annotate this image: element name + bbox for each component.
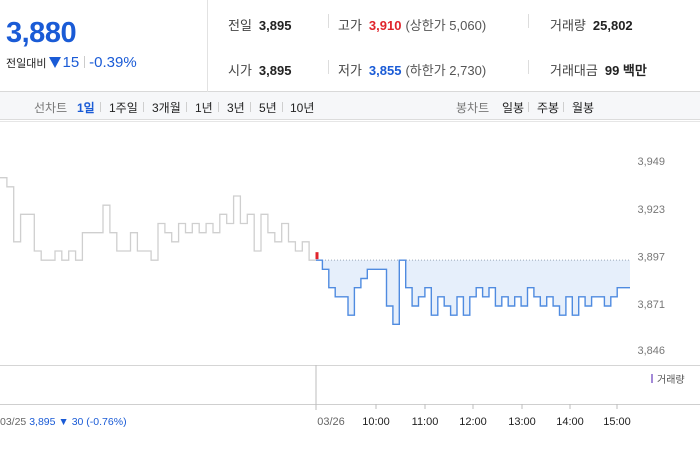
low-field: 저가 3,855 (하한가 2,730) <box>338 60 486 79</box>
x-tick-label: 11:00 <box>412 416 439 428</box>
trade-value-field: 거래대금 99 백만 <box>550 60 647 79</box>
x-tick-label: 03/26 <box>317 416 345 428</box>
period-daily-candle[interactable]: 일봉 <box>502 101 525 115</box>
y-tick-label: 3,871 <box>637 299 665 311</box>
volume-legend-label: 거래량 <box>657 374 685 386</box>
divider <box>250 102 251 112</box>
change-value: 15 <box>62 54 80 71</box>
prev-close-field: 전일 3,895 <box>228 15 291 34</box>
price-summary-panel: 3,880 전일대비 15 -0.39% 전일 3,895 고가 3,910 (상한가 5… <box>0 0 700 92</box>
divider <box>100 102 101 112</box>
y-tick-label: 3,846 <box>637 345 665 357</box>
low-value: 3,855 <box>368 63 402 78</box>
high-label: 고가 <box>338 18 362 33</box>
divider <box>84 56 86 68</box>
divider <box>528 60 529 74</box>
down-triangle-icon <box>49 57 62 68</box>
prev-day-date: 03/25 <box>0 416 29 428</box>
divider <box>528 102 529 112</box>
candle-chart-label: 봉차트 <box>456 101 490 115</box>
lower-limit: (하한가 2,730) <box>405 63 487 78</box>
period-10y[interactable]: 10년 <box>290 101 315 115</box>
today-price-line <box>316 259 630 326</box>
y-tick-label: 3,897 <box>637 252 665 264</box>
period-1w[interactable]: 1주일 <box>109 101 138 115</box>
divider <box>328 14 329 28</box>
change-percent: -0.39% <box>89 54 137 71</box>
x-tick-label: 14:00 <box>556 416 584 428</box>
x-tick-label: 12:00 <box>459 416 487 428</box>
divider <box>328 60 329 74</box>
low-label: 저가 <box>338 63 362 78</box>
volume-legend-swatch <box>651 374 653 383</box>
change-row: 전일대비 15 -0.39% <box>6 54 137 71</box>
x-tick-label: 10:00 <box>362 416 390 428</box>
volume-value: 25,802 <box>592 18 633 33</box>
divider <box>186 102 187 112</box>
high-field: 고가 3,910 (상한가 5,060) <box>338 15 486 34</box>
period-5y[interactable]: 5년 <box>259 101 277 115</box>
current-price-box: 3,880 전일대비 15 -0.39% <box>0 0 208 92</box>
y-tick-label: 3,949 <box>637 156 665 168</box>
prev-close-label: 전일 <box>228 18 252 33</box>
open-label: 시가 <box>228 63 252 78</box>
divider <box>218 102 219 112</box>
period-monthly-candle[interactable]: 월봉 <box>572 101 595 115</box>
prev-day-summary: 03/25 3,895 ▼ 30 (-0.76%) <box>0 416 127 428</box>
intraday-price-chart: 3,949 3,923 3,897 3,871 3,846 거래량 03/26 10:00… <box>0 121 700 428</box>
period-3y[interactable]: 3년 <box>227 101 245 115</box>
upper-limit: (상한가 5,060) <box>405 18 487 33</box>
prev-day-close: 3,895 ▼ 30 (-0.76%) <box>29 416 126 428</box>
period-1y[interactable]: 1년 <box>195 101 213 115</box>
high-value: 3,910 <box>368 18 402 33</box>
prev-day-price-line <box>0 177 316 261</box>
change-label: 전일대비 <box>6 58 47 70</box>
x-tick-label: 15:00 <box>603 416 631 428</box>
divider <box>282 102 283 112</box>
trade-value: 99 백만 <box>604 63 647 78</box>
below-reference-fill <box>316 260 630 325</box>
y-tick-label: 3,923 <box>637 204 665 216</box>
divider <box>563 102 564 112</box>
trade-value-label: 거래대금 <box>550 63 598 78</box>
divider <box>143 102 144 112</box>
open-value: 3,895 <box>258 63 292 78</box>
x-tick-label: 13:00 <box>508 416 536 428</box>
current-price: 3,880 <box>6 17 77 49</box>
volume-field: 거래량 25,802 <box>550 15 633 34</box>
period-weekly-candle[interactable]: 주봉 <box>537 101 560 115</box>
open-field: 시가 3,895 <box>228 60 291 79</box>
divider <box>528 14 529 28</box>
prev-close-value: 3,895 <box>258 18 292 33</box>
line-chart-label: 선차트 <box>34 101 68 115</box>
period-bar: 선차트 1일 1주일 3개월 1년 3년 5년 10년 봉차트 일봉 주봉 월봉 <box>0 92 700 120</box>
period-3m[interactable]: 3개월 <box>152 101 181 115</box>
volume-label: 거래량 <box>550 18 586 33</box>
period-1d[interactable]: 1일 <box>77 101 95 115</box>
